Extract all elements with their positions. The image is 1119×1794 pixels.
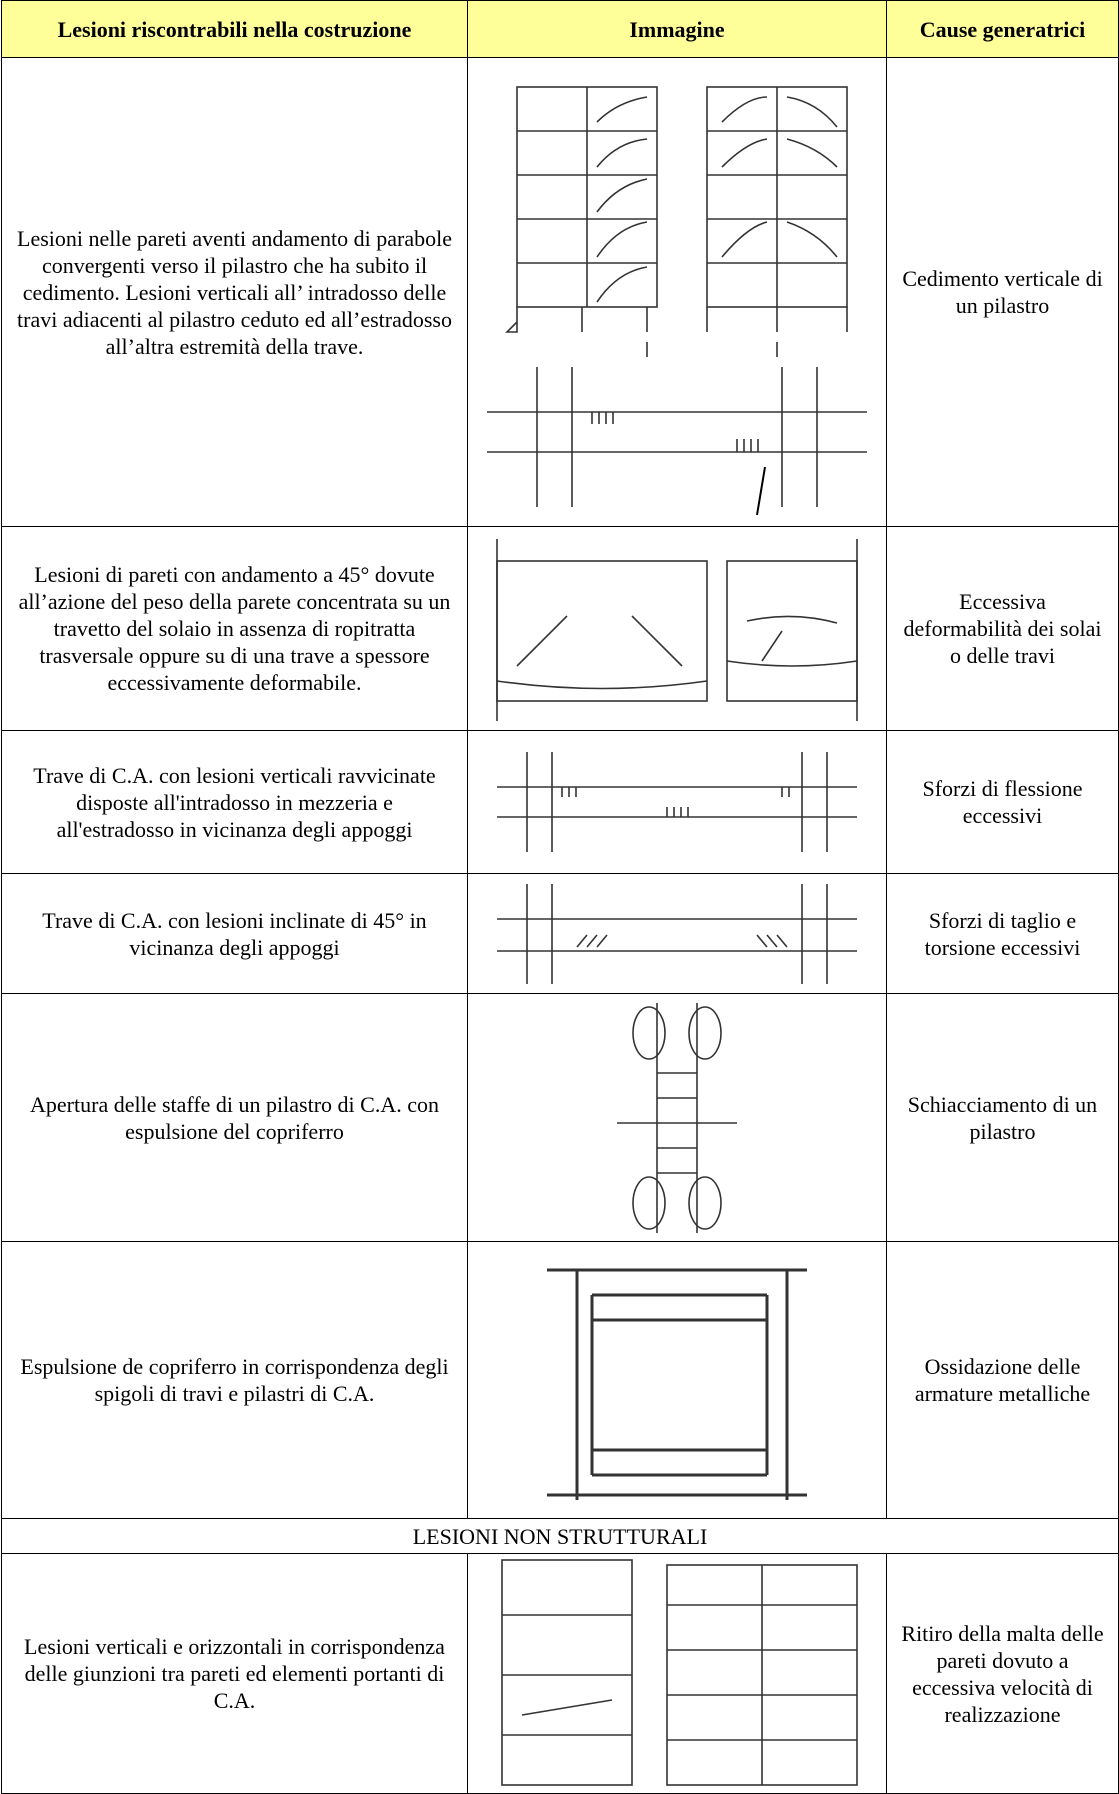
cause: Ritiro della malta delle pareti dovuto a… (886, 1553, 1119, 1794)
cause: Schiacciamento di un pilastro (886, 993, 1119, 1242)
header-cell: Lesioni riscontrabili nella costruzione (1, 0, 468, 58)
description: Lesioni verticali e orizzontali in corri… (1, 1553, 468, 1794)
image-cell (467, 1241, 887, 1519)
header-cell: Immagine (467, 0, 887, 58)
cause: Sforzi di flessione eccessivi (886, 730, 1119, 874)
cause: Eccessiva deformabilità dei solai o dell… (886, 526, 1119, 731)
section-title: LESIONI NON STRUTTURALI (1, 1518, 1119, 1554)
row: Trave di C.A. con lesioni inclinate di 4… (1, 873, 1119, 994)
cause: Sforzi di taglio e torsione eccessivi (886, 873, 1119, 994)
image-cell (467, 993, 887, 1242)
cause: Cedimento verticale di un pilastro (886, 57, 1119, 527)
row: Lesioni verticali e orizzontali in corri… (1, 1553, 1119, 1794)
settlement-sketch (487, 86, 867, 516)
image-cell (467, 526, 887, 731)
image-cell (467, 730, 887, 874)
row: Lesioni di pareti con andamento a 45° do… (1, 526, 1119, 731)
section-row: LESIONI NON STRUTTURALI (1, 1518, 1119, 1554)
row: Espulsione de copriferro in corrisponden… (1, 1241, 1119, 1519)
row: Trave di C.A. con lesioni verticali ravv… (1, 730, 1119, 874)
oxidation-sketch (547, 1268, 807, 1500)
header-cell: Cause generatrici (886, 0, 1119, 58)
flexure-sketch (497, 752, 857, 852)
shrinkage-sketch (501, 1558, 858, 1786)
deformation-sketch (496, 539, 858, 721)
description: Trave di C.A. con lesioni inclinate di 4… (1, 873, 468, 994)
cause: Ossidazione delle armature metalliche (886, 1241, 1119, 1519)
description: Espulsione de copriferro in corrisponden… (1, 1241, 468, 1519)
row: Apertura delle staffe di un pilastro di … (1, 993, 1119, 1242)
row: Lesioni nelle pareti aventi andamento di… (1, 57, 1119, 527)
description: Apertura delle staffe di un pilastro di … (1, 993, 468, 1242)
description: Lesioni nelle pareti aventi andamento di… (1, 57, 468, 527)
description: Lesioni di pareti con andamento a 45° do… (1, 526, 468, 731)
column-sketch (617, 1002, 737, 1233)
image-cell (467, 57, 887, 527)
description: Trave di C.A. con lesioni verticali ravv… (1, 730, 468, 874)
header-row: Lesioni riscontrabili nella costruzione … (1, 0, 1119, 58)
shear-sketch (497, 883, 857, 984)
image-cell (467, 873, 887, 994)
image-cell (467, 1553, 887, 1794)
